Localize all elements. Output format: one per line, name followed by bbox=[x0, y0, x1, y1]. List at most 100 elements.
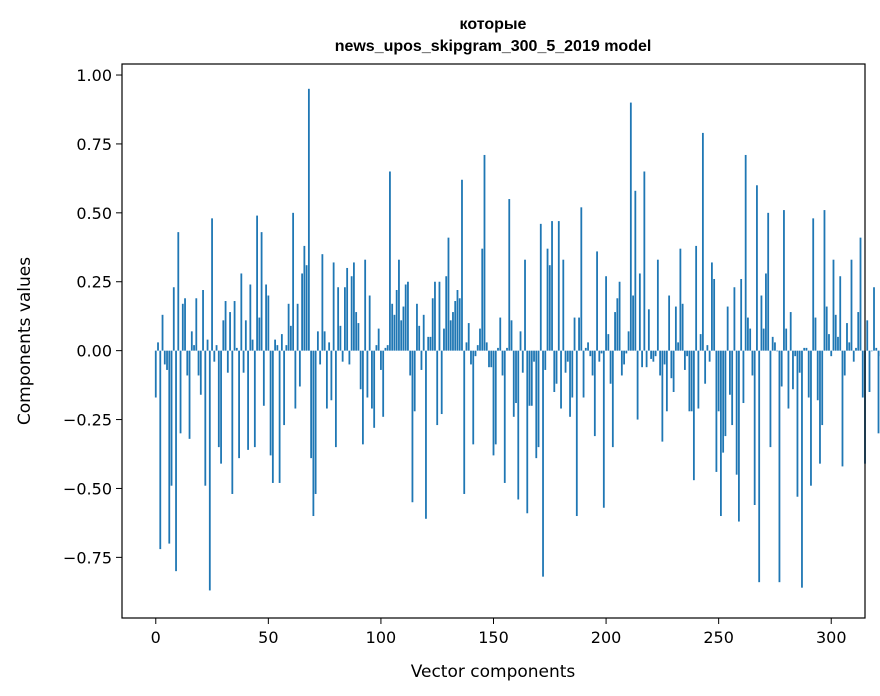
bar-306 bbox=[843, 350, 846, 376]
bar-21 bbox=[202, 290, 204, 351]
bar-239 bbox=[692, 350, 695, 481]
bar-182 bbox=[564, 350, 567, 373]
bar-213 bbox=[634, 190, 637, 351]
bar-278 bbox=[780, 350, 783, 387]
bar-69 bbox=[310, 350, 313, 459]
bar-225 bbox=[661, 350, 664, 442]
bar-47 bbox=[260, 232, 263, 351]
bar-76 bbox=[325, 350, 328, 409]
bar-291 bbox=[810, 350, 812, 486]
bar-199 bbox=[602, 350, 605, 508]
bar-55 bbox=[278, 350, 281, 483]
bar-100 bbox=[380, 350, 382, 370]
bar-229 bbox=[670, 350, 673, 379]
bar-177 bbox=[553, 350, 556, 392]
bar-40 bbox=[244, 320, 247, 351]
bar-307 bbox=[846, 323, 848, 351]
bar-139 bbox=[467, 323, 470, 351]
bar-221 bbox=[652, 350, 655, 362]
bar-269 bbox=[760, 295, 763, 351]
bar-174 bbox=[546, 248, 549, 351]
bar-2 bbox=[159, 350, 162, 550]
bar-36 bbox=[235, 347, 238, 351]
bar-250 bbox=[717, 350, 720, 412]
bar-156 bbox=[506, 347, 508, 351]
bar-32 bbox=[226, 350, 229, 373]
bar-90 bbox=[357, 323, 360, 351]
bar-241 bbox=[697, 350, 700, 409]
bar-192 bbox=[587, 342, 589, 351]
bar-236 bbox=[686, 350, 689, 357]
bar-6 bbox=[168, 350, 171, 544]
bar-238 bbox=[690, 350, 693, 412]
y-tick-label-1: −0.50 bbox=[63, 479, 112, 498]
bar-286 bbox=[798, 350, 801, 373]
bar-64 bbox=[298, 350, 301, 387]
bar-26 bbox=[213, 350, 216, 362]
bar-113 bbox=[409, 350, 412, 376]
bar-136 bbox=[461, 179, 463, 351]
bar-175 bbox=[548, 265, 551, 351]
bar-300 bbox=[830, 350, 833, 357]
bar-59 bbox=[287, 303, 290, 351]
bar-146 bbox=[483, 154, 486, 351]
bar-49 bbox=[265, 284, 267, 351]
bar-211 bbox=[629, 102, 632, 351]
bar-181 bbox=[562, 259, 565, 351]
bar-170 bbox=[537, 350, 540, 448]
bar-110 bbox=[402, 306, 405, 351]
bar-109 bbox=[400, 320, 403, 351]
bar-189 bbox=[580, 207, 583, 351]
bar-91 bbox=[359, 350, 362, 390]
bar-234 bbox=[681, 303, 684, 351]
bar-266 bbox=[753, 350, 756, 505]
y-tick-label-4: 0.25 bbox=[76, 273, 112, 292]
bar-194 bbox=[591, 350, 594, 376]
bar-68 bbox=[307, 88, 310, 351]
bar-46 bbox=[258, 317, 261, 351]
bar-283 bbox=[792, 350, 794, 390]
bar-101 bbox=[382, 350, 385, 417]
bar-53 bbox=[274, 339, 276, 351]
bar-128 bbox=[443, 328, 445, 351]
bar-147 bbox=[485, 342, 488, 351]
bar-272 bbox=[767, 212, 770, 351]
bar-153 bbox=[499, 317, 502, 351]
bar-1 bbox=[157, 342, 159, 351]
bar-161 bbox=[517, 350, 520, 500]
bar-94 bbox=[366, 350, 369, 398]
bar-43 bbox=[251, 339, 254, 351]
bar-207 bbox=[620, 350, 623, 376]
bar-118 bbox=[420, 350, 423, 370]
bar-10 bbox=[177, 232, 180, 351]
bar-105 bbox=[391, 303, 394, 351]
bar-279 bbox=[783, 210, 785, 351]
bar-214 bbox=[636, 350, 639, 420]
bar-268 bbox=[758, 350, 761, 583]
bar-281 bbox=[787, 350, 790, 409]
bar-226 bbox=[663, 350, 666, 365]
bar-62 bbox=[294, 350, 297, 409]
bar-171 bbox=[539, 223, 542, 351]
bar-24 bbox=[208, 350, 211, 591]
bar-163 bbox=[521, 350, 524, 373]
bar-243 bbox=[701, 132, 704, 351]
bar-0 bbox=[154, 350, 157, 398]
bar-152 bbox=[497, 347, 499, 351]
bar-85 bbox=[346, 267, 349, 351]
bar-255 bbox=[729, 350, 731, 395]
bar-244 bbox=[704, 350, 707, 384]
bar-222 bbox=[654, 350, 657, 357]
bar-15 bbox=[188, 350, 191, 439]
bar-42 bbox=[249, 284, 252, 351]
bar-108 bbox=[398, 259, 400, 351]
bar-70 bbox=[312, 350, 315, 517]
x-axis-label: Vector components bbox=[411, 662, 576, 682]
y-tick-label-2: −0.25 bbox=[63, 411, 112, 430]
bar-176 bbox=[551, 221, 553, 351]
bar-318 bbox=[870, 350, 873, 352]
y-tick-label-0: −0.75 bbox=[63, 548, 112, 567]
bar-232 bbox=[677, 342, 680, 351]
bar-165 bbox=[526, 350, 529, 514]
bar-96 bbox=[371, 350, 373, 409]
